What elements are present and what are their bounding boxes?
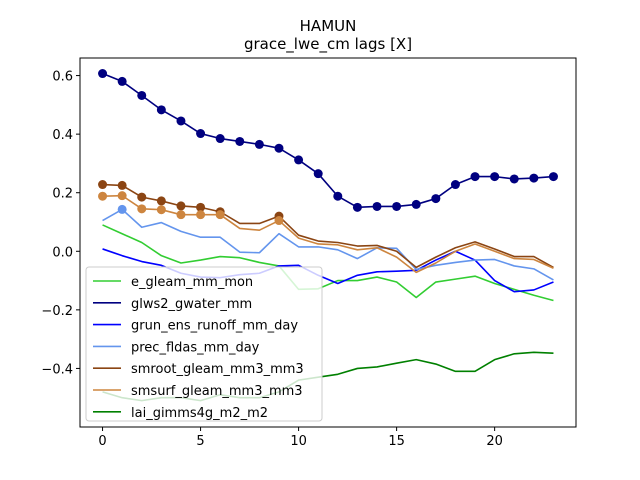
y-tick-label: 0.2 [52, 187, 73, 202]
legend-item: glws2_gwater_mm [93, 297, 252, 312]
data-point [156, 205, 166, 215]
x-tick-label: 20 [486, 434, 503, 449]
legend-item: lai_gimms4g_m2_m2 [93, 406, 268, 421]
data-point [156, 196, 166, 206]
data-point [196, 129, 206, 139]
data-point [509, 174, 519, 184]
data-point [176, 201, 186, 211]
legend-label: smroot_gleam_mm3_mm3 [131, 362, 304, 377]
axes-frame [79, 57, 577, 428]
y-axis: −0.4 −0.2 0.0 0.2 0.4 0.6 [41, 70, 80, 377]
data-point [274, 216, 284, 226]
series-line [102, 224, 554, 302]
data-point [392, 201, 402, 211]
data-point [176, 210, 186, 220]
data-point [117, 180, 127, 190]
data-point [117, 204, 127, 214]
data-point [470, 172, 480, 182]
legend-label: glws2_gwater_mm [131, 297, 252, 312]
x-tick-label: 15 [388, 434, 405, 449]
data-point [137, 192, 147, 202]
x-tick-label: 10 [290, 434, 307, 449]
data-point [137, 204, 147, 214]
y-tick-label: −0.2 [41, 304, 73, 319]
data-point [215, 210, 225, 220]
legend-item: e_gleam_mm_mon [93, 275, 253, 290]
plot-lines [98, 69, 558, 402]
legend-label: e_gleam_mm_mon [131, 275, 253, 290]
series-glws2_gwater_mm [98, 69, 558, 212]
data-point [215, 134, 225, 144]
data-point [431, 194, 441, 204]
data-point [235, 136, 245, 146]
data-point [196, 210, 206, 220]
data-point [352, 202, 362, 212]
data-point [117, 76, 127, 86]
legend-item: grun_ens_runoff_mm_day [93, 319, 298, 334]
y-tick-label: 0.6 [52, 70, 73, 85]
data-point [313, 169, 323, 179]
legend-label: lai_gimms4g_m2_m2 [131, 406, 268, 421]
x-tick-label: 5 [196, 434, 204, 449]
data-point [411, 199, 421, 209]
legend-item: smsurf_gleam_mm3_mm3 [93, 384, 303, 399]
data-point [98, 191, 108, 201]
chart-subtitle: grace_lwe_cm lags [X] [244, 35, 412, 54]
series-smsurf_gleam_mm3_mm3 [98, 191, 554, 274]
data-point [137, 90, 147, 100]
data-point [254, 139, 264, 149]
x-axis: 0 5 10 15 20 [98, 427, 503, 449]
legend-label: grun_ens_runoff_mm_day [131, 319, 298, 334]
series-line [102, 208, 554, 281]
data-point [156, 105, 166, 115]
series-prec_fldas_mm_day [102, 204, 554, 281]
legend-label: prec_fldas_mm_day [131, 340, 260, 355]
legend-label: smsurf_gleam_mm3_mm3 [131, 384, 303, 399]
y-tick-label: −0.4 [41, 362, 73, 377]
data-point [98, 69, 108, 79]
legend-box [85, 266, 323, 422]
series-e_gleam_mm_mon [102, 224, 554, 302]
data-point [176, 116, 186, 126]
y-tick-label: 0.4 [52, 128, 73, 143]
legend-item: smroot_gleam_mm3_mm3 [93, 362, 304, 377]
data-point [450, 180, 460, 190]
y-tick-label: 0.0 [52, 245, 73, 260]
x-tick-label: 0 [98, 434, 106, 449]
data-point [490, 172, 500, 182]
data-point [98, 180, 108, 190]
data-point [274, 143, 284, 153]
data-point [333, 191, 343, 201]
data-point [196, 202, 206, 212]
data-point [372, 201, 382, 211]
data-point [294, 155, 304, 165]
data-point [529, 173, 539, 183]
data-point [548, 172, 558, 182]
legend: e_gleam_mm_mon glws2_gwater_mm grun_ens_ru… [85, 266, 323, 422]
legend-item: prec_fldas_mm_day [93, 340, 260, 355]
data-point [117, 191, 127, 201]
chart-title: HAMUN [300, 17, 357, 35]
